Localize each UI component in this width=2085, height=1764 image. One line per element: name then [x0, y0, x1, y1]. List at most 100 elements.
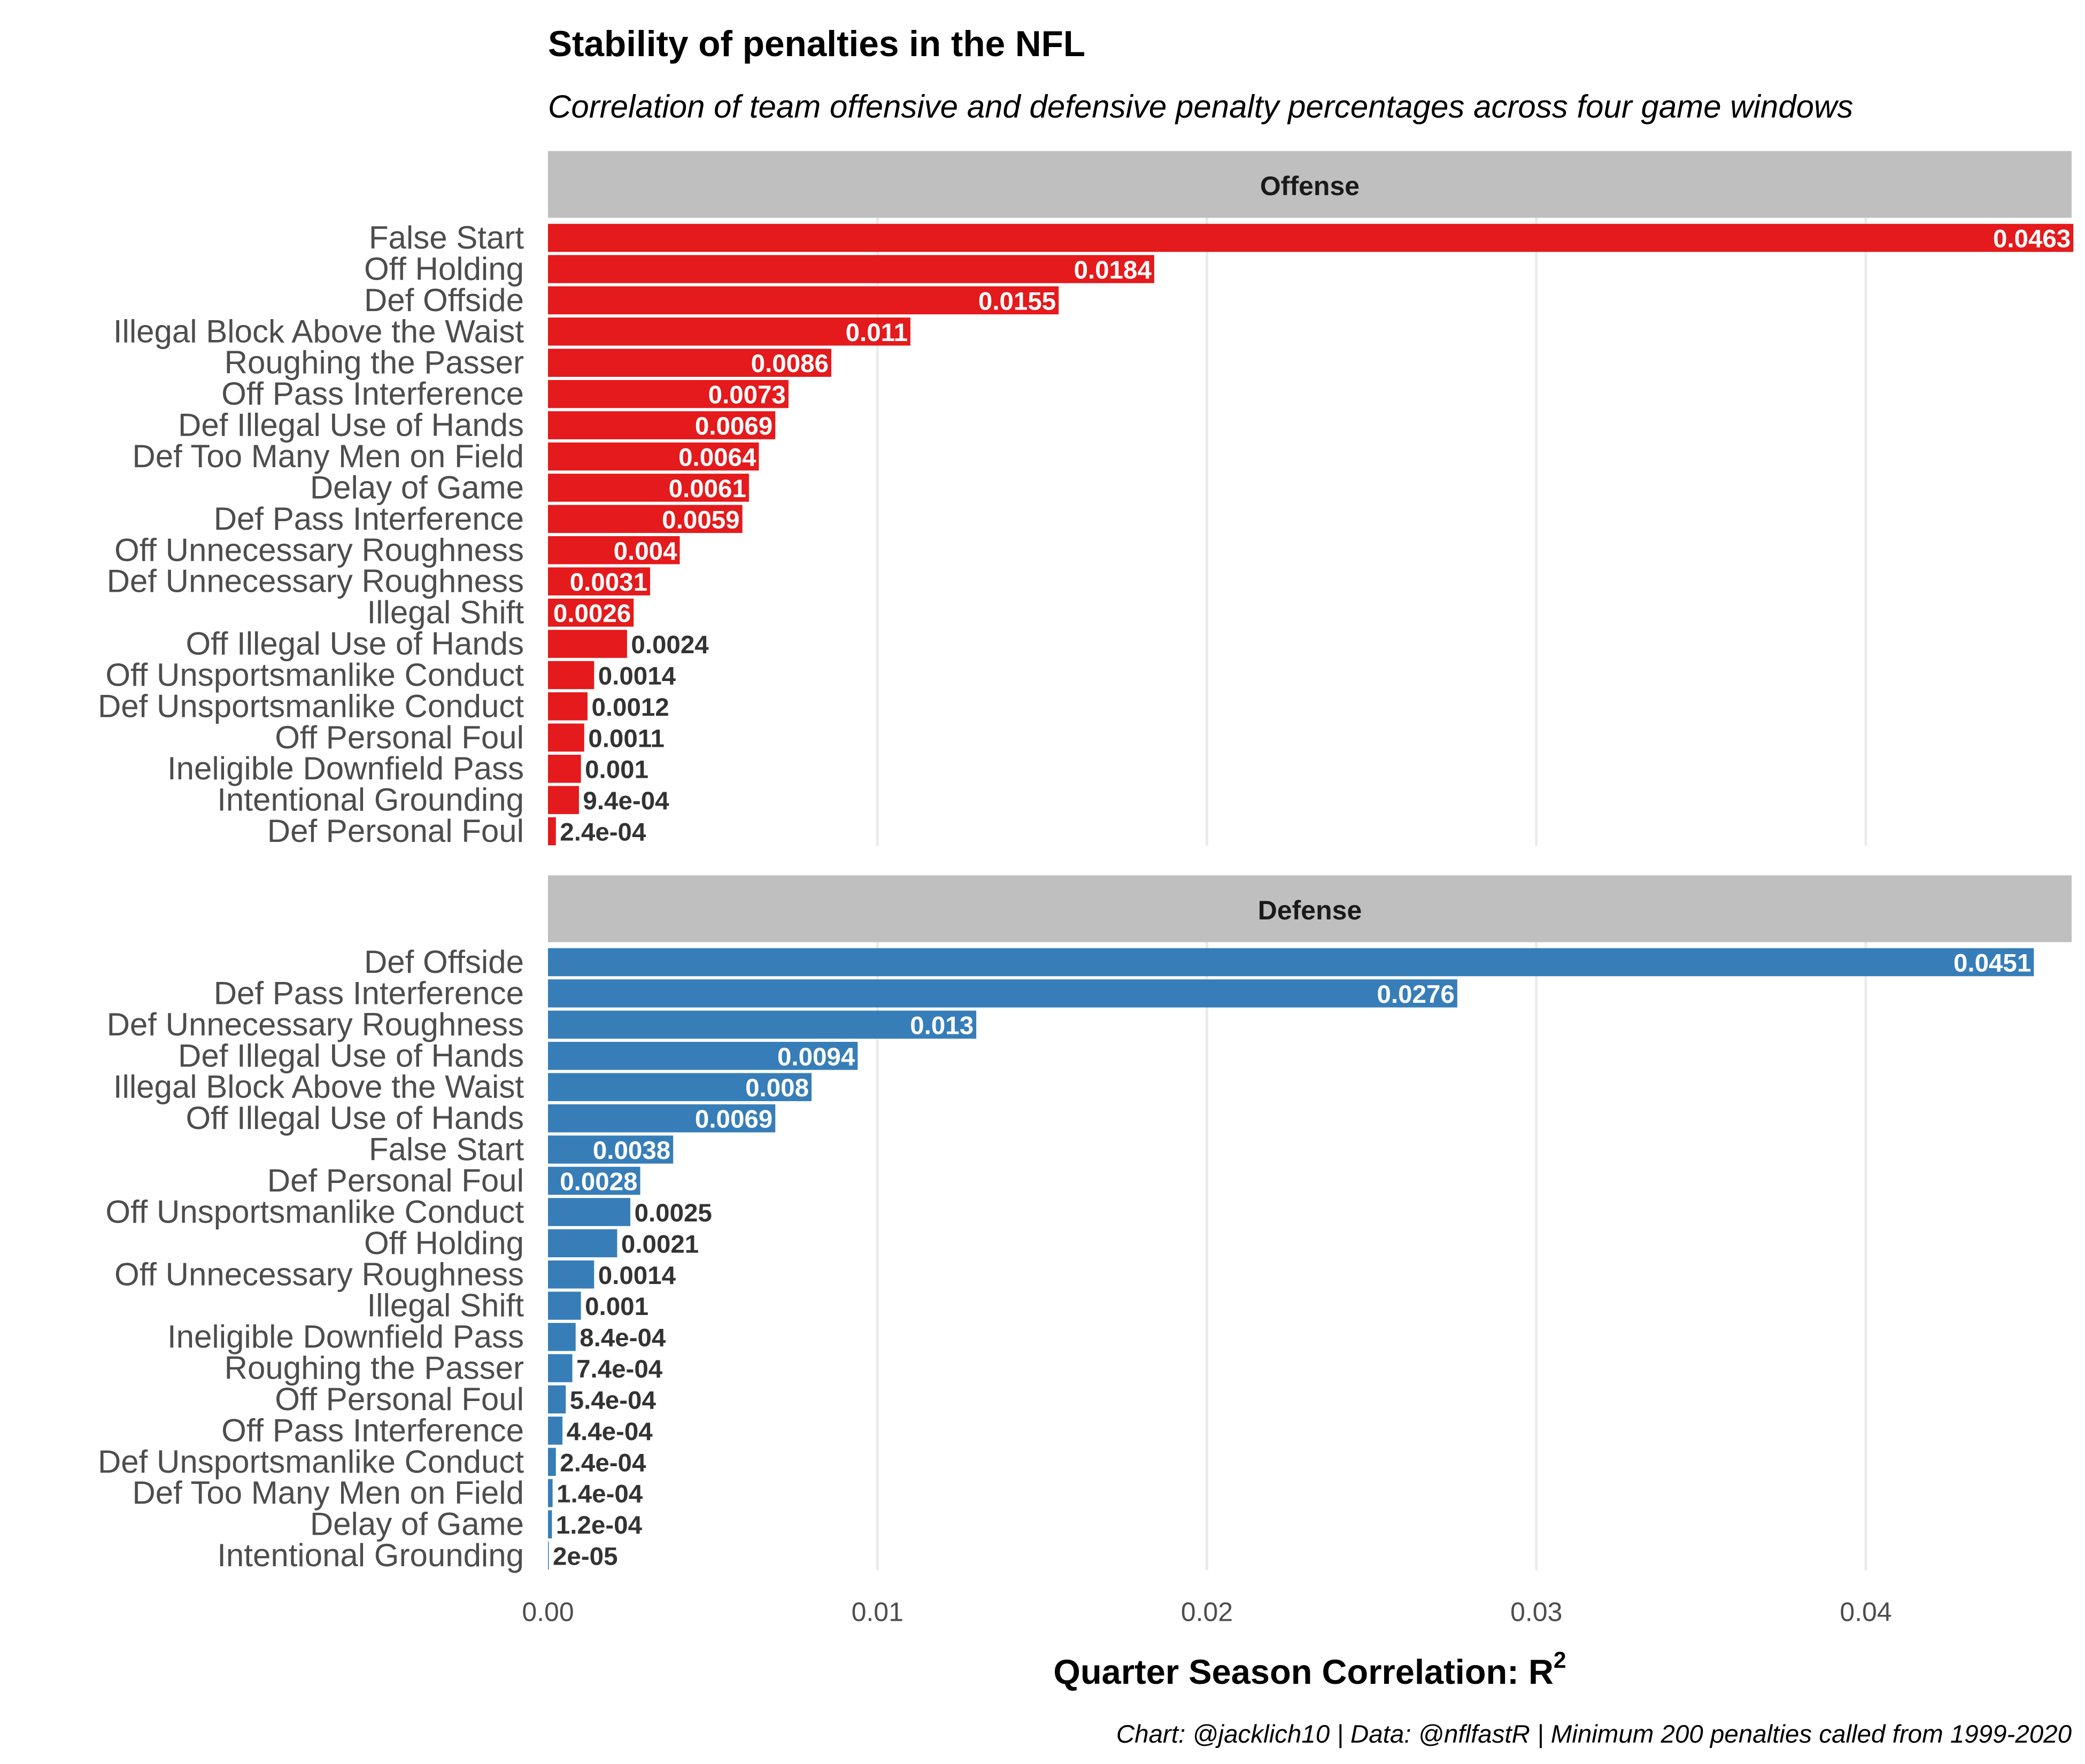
value-label: 0.011	[846, 319, 908, 347]
category-label: Off Pass Interference	[221, 376, 524, 412]
value-label: 0.0073	[708, 381, 786, 409]
bar	[548, 1510, 552, 1538]
chart-caption: Chart: @jacklich10 | Data: @nflfastR | M…	[1116, 1720, 2072, 1748]
bar	[548, 442, 759, 471]
value-label: 0.0451	[1953, 949, 2031, 978]
value-label: 0.0086	[751, 350, 829, 378]
bar	[548, 723, 584, 752]
category-label: Off Unnecessary Roughness	[114, 1256, 524, 1292]
value-label: 0.0069	[695, 1105, 773, 1134]
bar	[548, 1166, 640, 1195]
value-label: 0.0021	[621, 1230, 699, 1258]
value-label: 8.4e-04	[580, 1324, 666, 1352]
chart-subtitle: Correlation of team offensive and defens…	[548, 89, 1853, 125]
bar	[548, 1104, 776, 1133]
value-label: 2.4e-04	[560, 1449, 646, 1477]
category-label: Def Illegal Use of Hands	[178, 1038, 524, 1073]
bar	[548, 1479, 553, 1507]
value-label: 7.4e-04	[576, 1355, 663, 1383]
bar	[548, 1135, 674, 1164]
panel-strip	[548, 875, 2072, 942]
category-label: Off Unnecessary Roughness	[114, 532, 524, 568]
category-label: Def Offside	[364, 944, 524, 980]
bar	[548, 255, 1154, 283]
x-tick-label: 0.04	[1840, 1597, 1891, 1627]
category-label: Def Offside	[364, 282, 524, 318]
bar	[548, 1073, 812, 1101]
x-tick-label: 0.02	[1181, 1597, 1233, 1627]
x-tick-label: 0.00	[522, 1597, 574, 1627]
category-label: Illegal Shift	[367, 1288, 524, 1324]
category-label: Off Unsportsmanlike Conduct	[105, 657, 524, 693]
panel-offense: Offense 0.0463 0.0184 0.0155 0.011 0.0086 0.00…	[98, 151, 2074, 849]
value-label: 1.4e-04	[557, 1480, 643, 1508]
category-label: Def Unsportsmanlike Conduct	[98, 688, 524, 724]
bar	[548, 1260, 594, 1289]
bar	[548, 692, 588, 721]
value-label: 5.4e-04	[570, 1386, 657, 1414]
bar	[548, 948, 2034, 977]
value-label: 2e-05	[553, 1543, 618, 1571]
category-label: Def Unnecessary Roughness	[107, 563, 524, 599]
value-label: 0.0014	[598, 662, 676, 690]
value-label: 0.0038	[593, 1136, 670, 1165]
category-label: Def Unsportsmanlike Conduct	[98, 1444, 524, 1480]
category-label: Def Pass Interference	[214, 975, 524, 1011]
category-label: Def Personal Foul	[267, 1163, 524, 1198]
panel-defense: Defense 0.0451 0.0276 0.013 0.0094 0.008 0.006…	[98, 875, 2072, 1573]
value-label: 0.0064	[678, 443, 756, 471]
x-axis-title: Quarter Season Correlation: R2	[1053, 1648, 1566, 1691]
value-label: 0.0059	[662, 506, 739, 534]
bar	[548, 1010, 977, 1039]
bar	[548, 318, 910, 346]
bar	[548, 598, 634, 627]
bar	[548, 979, 1457, 1008]
bar	[548, 1198, 631, 1226]
category-label: Off Personal Foul	[275, 1381, 524, 1417]
value-label: 0.0463	[1993, 225, 2071, 253]
bar	[548, 286, 1059, 315]
value-label: 0.0276	[1377, 980, 1455, 1009]
bar	[548, 1385, 566, 1414]
bar	[548, 536, 680, 564]
value-label: 0.001	[585, 756, 648, 784]
bar	[548, 1229, 617, 1258]
category-label: Off Holding	[364, 251, 524, 287]
bar	[548, 1417, 563, 1445]
value-label: 0.008	[745, 1074, 809, 1102]
panel-strip-label: Defense	[1258, 895, 1362, 925]
category-label: Intentional Grounding	[217, 782, 524, 818]
category-label: Off Illegal Use of Hands	[186, 626, 524, 662]
value-label: 0.0025	[635, 1199, 712, 1227]
x-tick-label: 0.01	[852, 1597, 904, 1627]
value-label: 0.0026	[553, 600, 631, 628]
category-label: Off Holding	[364, 1225, 524, 1261]
bar	[548, 474, 749, 502]
category-label: Illegal Shift	[367, 594, 524, 630]
value-label: 2.4e-04	[560, 818, 646, 847]
bar	[548, 630, 627, 658]
bar	[548, 786, 579, 814]
category-label: Off Unsportsmanlike Conduct	[105, 1194, 524, 1229]
value-label: 0.0094	[777, 1043, 855, 1071]
bar	[548, 380, 789, 408]
category-label: False Start	[369, 220, 524, 256]
bar	[548, 1322, 576, 1351]
category-label: Def Pass Interference	[214, 501, 524, 537]
category-label: Def Unnecessary Roughness	[107, 1007, 524, 1042]
value-label: 0.0028	[560, 1167, 637, 1196]
category-label: Roughing the Passer	[225, 345, 524, 381]
category-label: False Start	[369, 1132, 524, 1167]
category-label: Illegal Block Above the Waist	[113, 313, 524, 349]
bar	[548, 349, 831, 377]
bar	[548, 223, 2074, 252]
bar	[548, 1448, 556, 1476]
value-label: 0.0184	[1074, 256, 1152, 284]
value-label: 0.0061	[669, 475, 746, 503]
value-label: 0.0031	[570, 568, 647, 597]
chart-title: Stability of penalties in the NFL	[548, 24, 1085, 64]
value-label: 1.2e-04	[556, 1511, 643, 1539]
bar	[548, 1354, 573, 1382]
category-label: Delay of Game	[310, 1506, 524, 1542]
